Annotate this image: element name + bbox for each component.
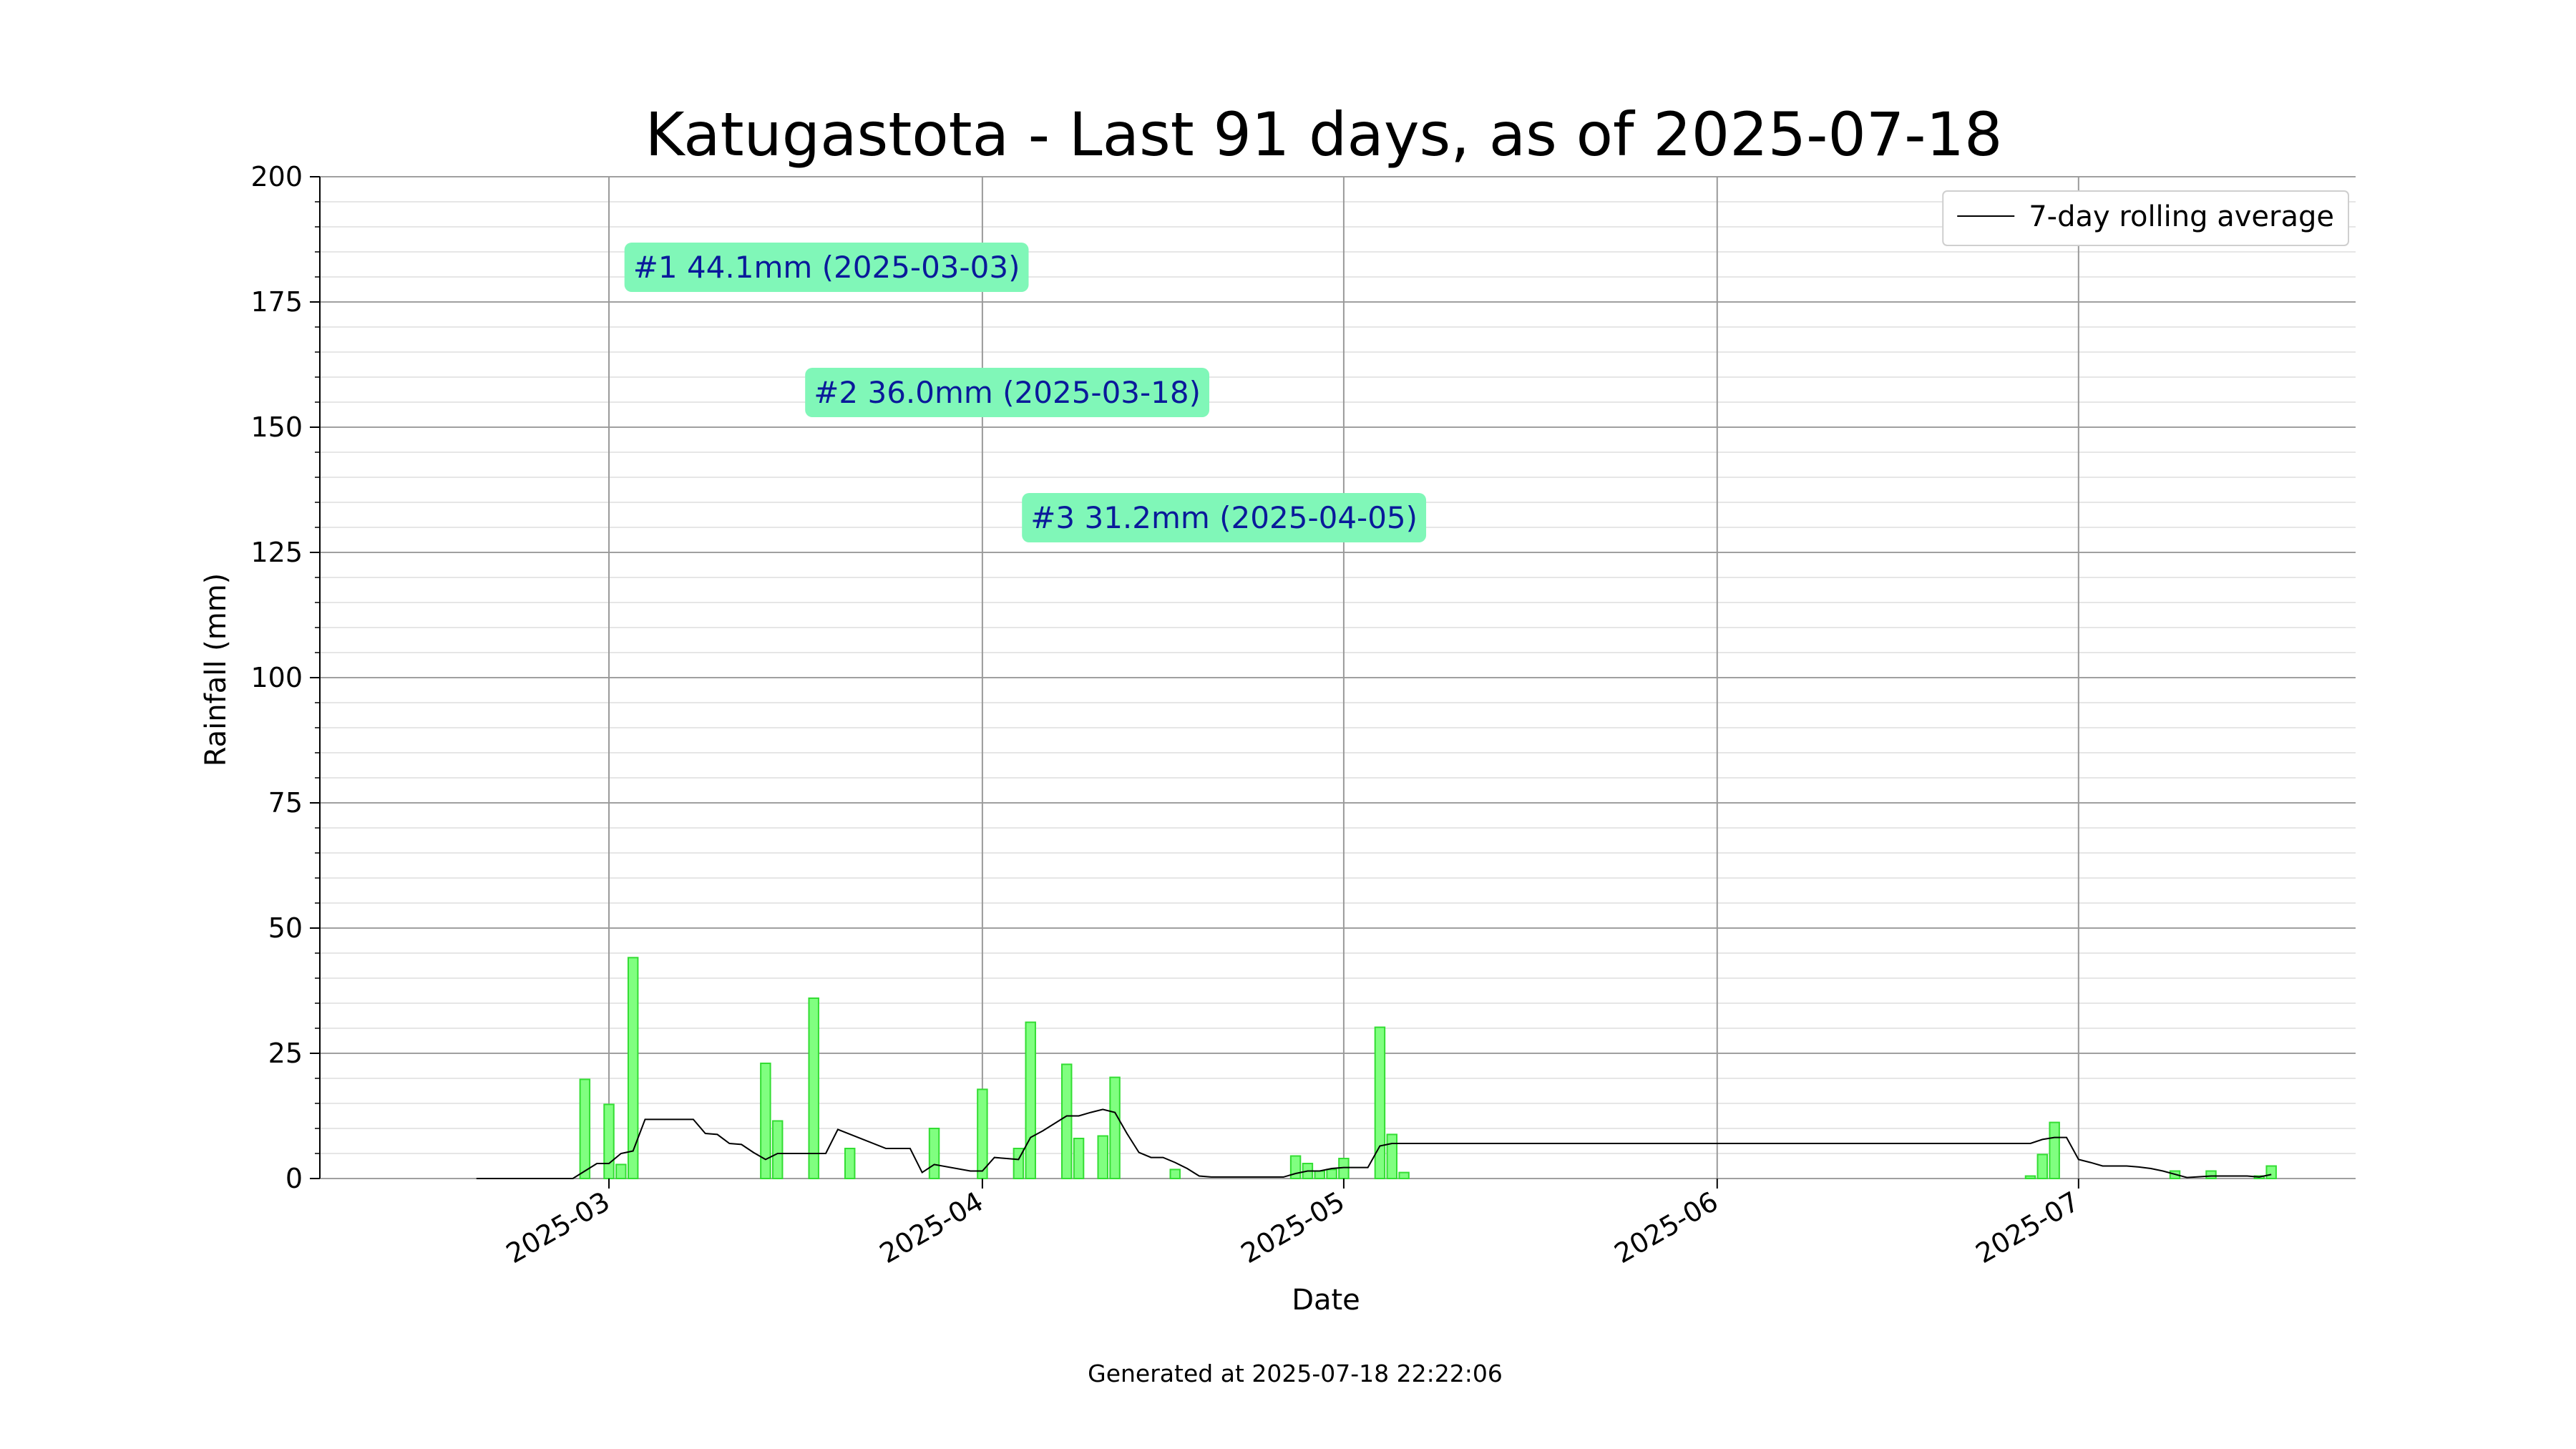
rainfall-bar [1326, 1169, 1337, 1180]
chart-title: Katugastota - Last 91 days, as of 2025-0… [645, 99, 2003, 170]
rainfall-bar [1314, 1170, 1325, 1179]
rainfall-bars [579, 957, 2277, 1180]
legend: 7-day rolling average [1942, 190, 2349, 246]
rainfall-bar [771, 1120, 784, 1179]
rainfall-bar [977, 1088, 988, 1180]
rainfall-bar [928, 1128, 940, 1179]
annotation-box [624, 243, 1029, 292]
x-tick-label: 2025-03 [501, 1186, 615, 1269]
rainfall-bar [627, 957, 639, 1180]
rainfall-bar [579, 1078, 591, 1180]
x-axis-label: Date [1292, 1284, 1360, 1317]
rainfall-bar [1097, 1135, 1108, 1179]
x-tick-label: 2025-07 [1971, 1186, 2085, 1269]
rainfall-bar [603, 1103, 615, 1180]
rainfall-bar [844, 1148, 856, 1179]
y-tick-label: 75 [268, 787, 303, 819]
rainfall-bar [1073, 1138, 1085, 1179]
legend-label: 7-day rolling average [2029, 200, 2334, 233]
rolling-average-layer [476, 1108, 2272, 1179]
rainfall-bar [2036, 1153, 2049, 1180]
rainfall-bar [1109, 1076, 1121, 1179]
rainfall-bar [1374, 1026, 1386, 1179]
y-tick-label: 0 [286, 1163, 303, 1194]
rainfall-bar [1025, 1021, 1036, 1179]
y-tick-label: 175 [250, 286, 303, 318]
rainfall-bar [760, 1063, 771, 1179]
rainfall-bar [808, 997, 819, 1179]
y-tick-label: 125 [250, 537, 303, 568]
x-tick-label: 2025-04 [874, 1186, 989, 1269]
annotation-2: #2 36.0mm (2025-03-18) [805, 368, 1210, 417]
rainfall-bar [2205, 1170, 2217, 1179]
rainfall-bar [2265, 1165, 2277, 1179]
rainfall-bar [2024, 1175, 2036, 1179]
rainfall-bar [615, 1163, 627, 1180]
y-tick-label: 150 [250, 411, 303, 443]
y-axis-label: Rainfall (mm) [200, 573, 233, 767]
annotation-text: #2 36.0mm (2025-03-18) [814, 375, 1201, 410]
x-tick-label: 2025-06 [1609, 1186, 1724, 1269]
grid [320, 176, 2356, 1179]
rainfall-bar [1169, 1169, 1181, 1180]
rainfall-bar [1386, 1133, 1397, 1180]
annotation-box [1022, 493, 1427, 542]
rainfall-bar [2049, 1121, 2060, 1179]
rainfall-bar [1060, 1063, 1073, 1180]
annotation-text: #3 31.2mm (2025-04-05) [1030, 500, 1418, 535]
rainfall-bar [1338, 1158, 1350, 1179]
rainfall-bar [1398, 1171, 1410, 1179]
legend-box [1942, 190, 2349, 246]
y-tick-label: 50 [268, 912, 303, 944]
y-tick-label: 200 [250, 161, 303, 192]
annotations: #1 44.1mm (2025-03-03) #2 36.0mm (2025-03… [624, 243, 1427, 542]
annotation-text: #1 44.1mm (2025-03-03) [633, 250, 1020, 285]
annotation-1: #1 44.1mm (2025-03-03) [624, 243, 1029, 292]
annotation-3: #3 31.2mm (2025-04-05) [1022, 493, 1427, 542]
y-tick-label: 25 [268, 1038, 303, 1069]
annotation-box [805, 368, 1210, 417]
generated-timestamp: Generated at 2025-07-18 22:22:06 [1088, 1360, 1503, 1387]
rolling-average-line [476, 1108, 2272, 1179]
x-tick-label: 2025-05 [1236, 1186, 1350, 1269]
y-tick-label: 100 [250, 662, 303, 693]
